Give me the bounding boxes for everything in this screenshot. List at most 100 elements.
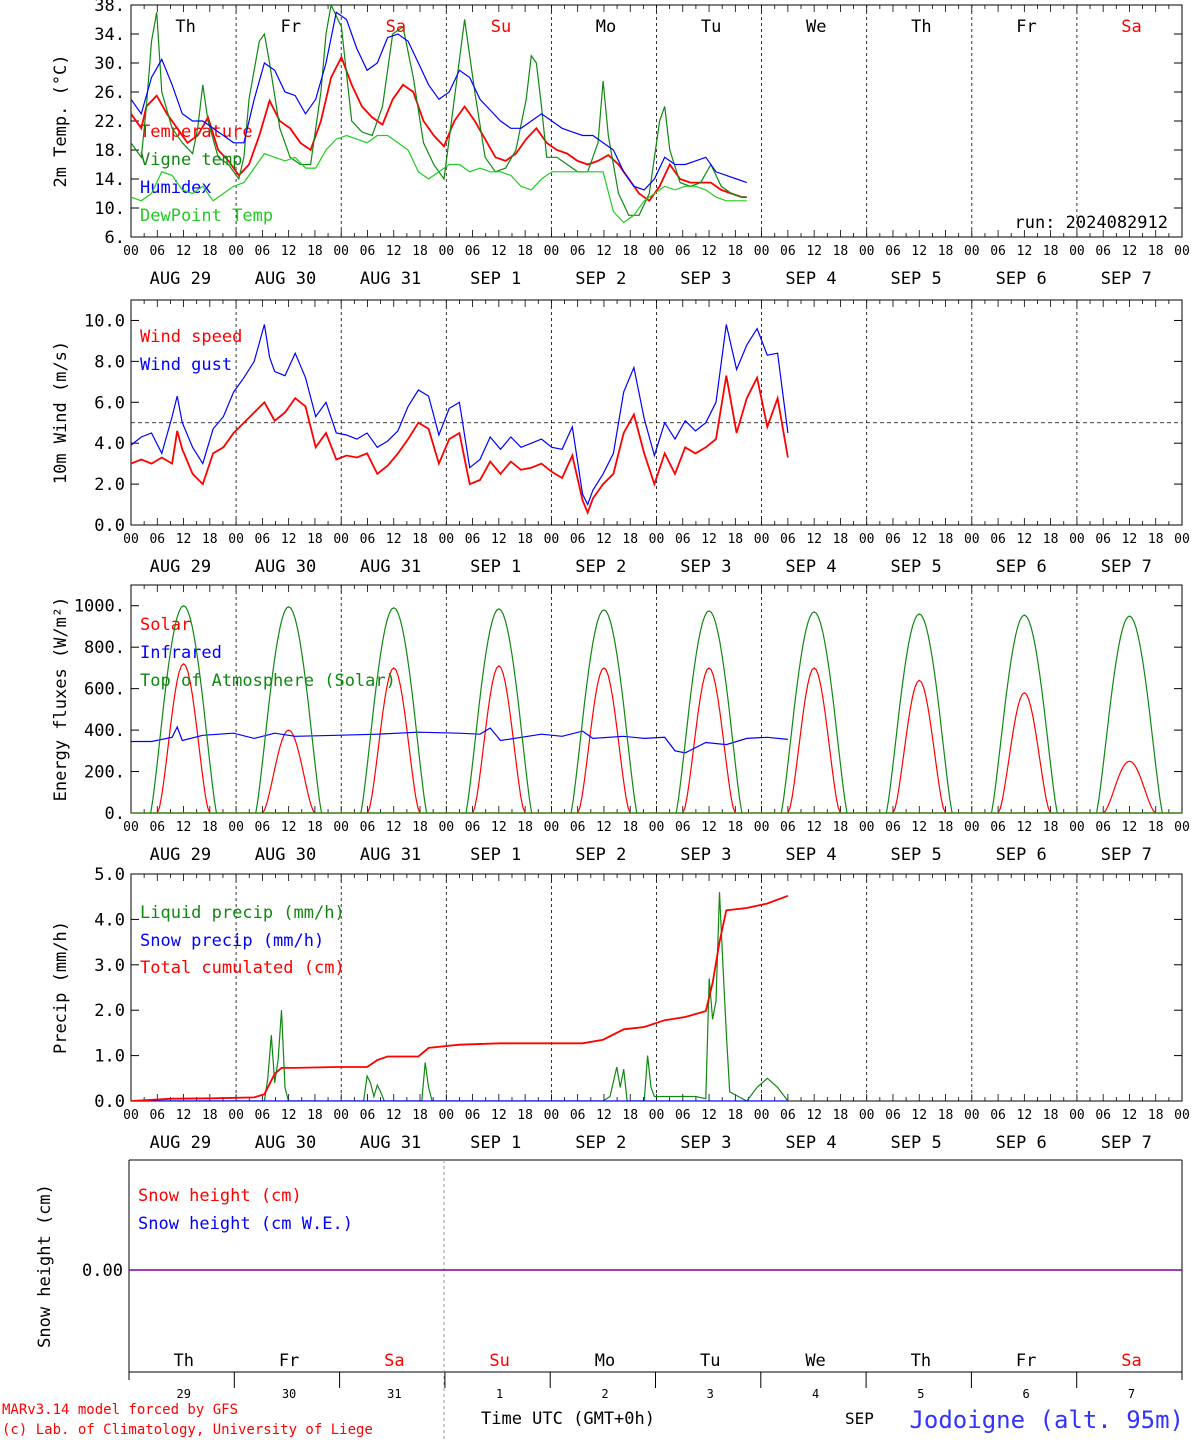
precip-panel: 5.04.03.02.01.00.0Precip (mm/h)00 06 12 18A… — [51, 865, 1190, 1153]
x-hour-label: 18 — [1148, 1108, 1164, 1123]
x-hour-label: 12 — [1017, 532, 1033, 547]
x-hour-label: 12 — [911, 1108, 927, 1123]
x-hour-label: 18 — [1043, 820, 1059, 835]
series-line-top-of-atmosphere-solar — [1097, 616, 1163, 813]
x-date-label: SEP 1 — [470, 557, 521, 577]
x-hour-label: 18 — [412, 244, 428, 259]
x-hour-label: 18 — [727, 1108, 743, 1123]
x-hour-label-end: 00 — [1174, 532, 1190, 547]
x-hour-label: 18 — [938, 820, 954, 835]
x-hour-label: 18 — [727, 820, 743, 835]
x-date-label: AUG 29 — [150, 269, 211, 289]
series-line-top-of-atmosphere-solar — [361, 608, 427, 813]
x-hour-label: 12 — [806, 1108, 822, 1123]
x-hour-label: 00 — [544, 244, 560, 259]
x-hour-label: 12 — [491, 820, 507, 835]
x-hour-label: 06 — [360, 244, 376, 259]
snow-day-name: Th — [911, 1351, 931, 1371]
day-name-label: Mo — [596, 17, 616, 37]
x-date-label: SEP 3 — [680, 269, 731, 289]
x-hour-label: 12 — [596, 532, 612, 547]
x-date-label: SEP 1 — [470, 1133, 521, 1153]
x-hour-label: 12 — [596, 244, 612, 259]
x-hour-label-end: 00 — [1174, 1108, 1190, 1123]
x-hour-label: 12 — [701, 1108, 717, 1123]
x-hour-label: 12 — [491, 532, 507, 547]
x-hour-label: 12 — [386, 820, 402, 835]
x-hour-label: 00 — [228, 1108, 244, 1123]
x-hour-label: 18 — [938, 1108, 954, 1123]
legend-entry: Snow height (cm) — [138, 1186, 302, 1206]
x-hour-label: 18 — [517, 820, 533, 835]
x-hour-label: 18 — [307, 532, 323, 547]
x-date-label: SEP 4 — [785, 557, 836, 577]
x-hour-label: 18 — [307, 820, 323, 835]
x-hour-label: 18 — [727, 244, 743, 259]
snow-date-number: 1 — [496, 1387, 503, 1401]
y-axis-label: Snow height (cm) — [35, 1184, 55, 1348]
x-hour-label: 06 — [780, 244, 796, 259]
y-tick-label: 4.0 — [94, 434, 125, 454]
y-tick-label: 800. — [84, 638, 125, 658]
x-hour-label: 06 — [255, 244, 271, 259]
x-hour-label: 12 — [596, 1108, 612, 1123]
x-hour-label: 06 — [1095, 1108, 1111, 1123]
energy-panel: 1000.800.600.400.200.0.Energy fluxes (W/… — [51, 585, 1190, 865]
snow-date-number: 3 — [707, 1387, 714, 1401]
x-hour-label: 06 — [360, 532, 376, 547]
series-line-top-of-atmosphere-solar — [992, 615, 1058, 813]
y-tick-label: 0.0 — [94, 1092, 125, 1112]
x-hour-label: 06 — [149, 532, 165, 547]
x-hour-label: 12 — [386, 1108, 402, 1123]
x-hour-label: 06 — [255, 820, 271, 835]
x-hour-label: 00 — [438, 820, 454, 835]
x-hour-label: 00 — [1069, 1108, 1085, 1123]
x-hour-label: 06 — [149, 1108, 165, 1123]
x-hour-label: 06 — [675, 820, 691, 835]
x-hour-label: 18 — [622, 820, 638, 835]
series-line-wind-speed — [131, 376, 788, 513]
legend-entry: Wind gust — [140, 355, 232, 375]
x-hour-label: 06 — [570, 532, 586, 547]
x-hour-label: 18 — [517, 244, 533, 259]
x-date-label: SEP 4 — [785, 845, 836, 865]
x-hour-label: 06 — [885, 532, 901, 547]
x-hour-label: 12 — [491, 1108, 507, 1123]
x-hour-label: 00 — [754, 820, 770, 835]
x-hour-label: 12 — [281, 820, 297, 835]
x-hour-label: 06 — [675, 244, 691, 259]
series-line-top-of-atmosphere-solar — [256, 607, 322, 813]
x-hour-label: 06 — [990, 244, 1006, 259]
snow-day-name: Sa — [1121, 1351, 1141, 1371]
x-date-label: AUG 31 — [360, 1133, 421, 1153]
y-tick-label: 18. — [94, 141, 125, 161]
x-hour-label: 12 — [1122, 820, 1138, 835]
x-hour-label: 06 — [885, 1108, 901, 1123]
x-hour-label: 06 — [465, 532, 481, 547]
x-hour-label: 12 — [806, 244, 822, 259]
x-hour-label: 06 — [675, 1108, 691, 1123]
y-tick-label: 6.0 — [94, 393, 125, 413]
x-hour-label: 12 — [491, 244, 507, 259]
footer-time-label: Time UTC (GMT+0h) — [481, 1409, 655, 1429]
series-line-solar — [683, 668, 736, 813]
x-hour-label: 18 — [307, 1108, 323, 1123]
x-date-label: SEP 7 — [1101, 1133, 1152, 1153]
x-hour-label: 18 — [833, 1108, 849, 1123]
footer-month: SEP — [845, 1409, 874, 1428]
series-line-total-cumulated-cm — [131, 896, 788, 1101]
x-hour-label: 12 — [386, 244, 402, 259]
x-hour-label: 12 — [806, 532, 822, 547]
series-line-solar — [1103, 761, 1156, 813]
x-hour-label: 18 — [622, 244, 638, 259]
x-hour-label: 18 — [202, 1108, 218, 1123]
x-date-label: SEP 5 — [891, 269, 942, 289]
x-hour-label: 12 — [176, 820, 192, 835]
y-tick-label: 600. — [84, 680, 125, 700]
x-date-label: SEP 7 — [1101, 845, 1152, 865]
temperature-panel: 38.34.30.26.22.18.14.10.6.2m Temp. (°C)0… — [51, 0, 1190, 289]
y-tick-label: 2.0 — [94, 475, 125, 495]
snow-date-number: 30 — [282, 1387, 296, 1401]
x-hour-label: 18 — [833, 532, 849, 547]
x-hour-label: 00 — [544, 1108, 560, 1123]
